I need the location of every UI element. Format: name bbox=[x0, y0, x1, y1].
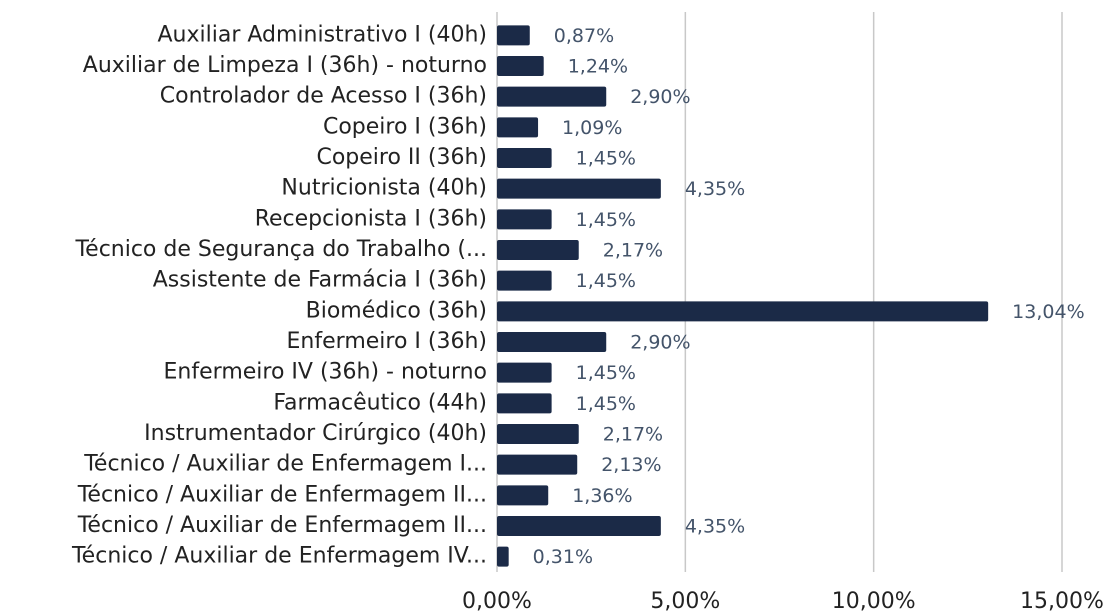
y-tick-label: Copeiro I (36h) bbox=[323, 114, 487, 139]
x-tick-label: 5,00% bbox=[650, 589, 720, 614]
bar bbox=[497, 117, 539, 138]
x-tick-label: 0,00% bbox=[462, 589, 532, 614]
value-label: 1,36% bbox=[572, 485, 632, 507]
bar bbox=[497, 178, 661, 199]
value-label: 2,90% bbox=[630, 332, 690, 354]
bar bbox=[497, 25, 530, 46]
y-tick-label: Farmacêutico (44h) bbox=[273, 390, 487, 415]
bar bbox=[497, 148, 552, 168]
value-label: 0,87% bbox=[554, 25, 614, 47]
value-label: 2,90% bbox=[630, 86, 690, 108]
y-tick-label: Técnico / Auxiliar de Enfermagem II... bbox=[77, 482, 487, 507]
value-label: 1,45% bbox=[576, 209, 636, 231]
value-label: 2,17% bbox=[603, 240, 663, 262]
bar bbox=[497, 301, 989, 322]
bar bbox=[497, 86, 607, 107]
y-tick-label: Técnico / Auxiliar de Enfermagem IV... bbox=[71, 544, 487, 569]
y-tick-label: Copeiro II (36h) bbox=[316, 145, 487, 170]
value-label: 1,45% bbox=[576, 362, 636, 384]
y-tick-label: Enfermeiro IV (36h) - noturno bbox=[164, 360, 487, 385]
value-label: 1,24% bbox=[568, 56, 628, 78]
value-label: 4,35% bbox=[685, 178, 745, 200]
bar bbox=[497, 393, 552, 414]
bar bbox=[497, 270, 552, 291]
bar bbox=[497, 362, 552, 383]
bar bbox=[497, 209, 552, 230]
x-tick-label: 15,00% bbox=[1020, 589, 1104, 614]
bar bbox=[497, 424, 579, 444]
value-label: 2,13% bbox=[601, 454, 661, 476]
y-tick-label: Controlador de Acesso I (36h) bbox=[160, 84, 487, 109]
bar bbox=[497, 56, 544, 76]
y-tick-label: Técnico / Auxiliar de Enfermagem II... bbox=[77, 513, 487, 538]
y-tick-label: Técnico / Auxiliar de Enfermagem I... bbox=[83, 452, 487, 477]
bar bbox=[497, 516, 661, 536]
bar bbox=[497, 332, 607, 352]
value-label: 1,45% bbox=[576, 270, 636, 292]
bar bbox=[497, 240, 579, 260]
y-tick-label: Auxiliar de Limpeza I (36h) - noturno bbox=[83, 53, 487, 78]
value-label: 0,31% bbox=[533, 546, 593, 568]
value-label: 2,17% bbox=[603, 424, 663, 446]
y-tick-label: Auxiliar Administrativo I (40h) bbox=[157, 22, 487, 47]
y-tick-label: Enfermeiro I (36h) bbox=[287, 329, 487, 354]
value-label: 4,35% bbox=[685, 516, 745, 538]
y-tick-label: Recepcionista I (36h) bbox=[255, 206, 487, 231]
y-tick-label: Assistente de Farmácia I (36h) bbox=[153, 268, 487, 293]
y-tick-label: Técnico de Segurança do Trabalho (... bbox=[74, 237, 487, 262]
value-label: 1,09% bbox=[562, 117, 622, 139]
y-tick-label: Biomédico (36h) bbox=[306, 298, 487, 323]
value-label: 13,04% bbox=[1012, 301, 1084, 323]
bar bbox=[497, 454, 578, 475]
x-tick-label: 10,00% bbox=[832, 589, 916, 614]
y-tick-label: Nutricionista (40h) bbox=[281, 176, 487, 201]
bar bbox=[497, 485, 549, 506]
value-label: 1,45% bbox=[576, 148, 636, 170]
bar bbox=[497, 546, 509, 567]
value-label: 1,45% bbox=[576, 393, 636, 415]
y-tick-label: Instrumentador Cirúrgico (40h) bbox=[144, 421, 487, 446]
